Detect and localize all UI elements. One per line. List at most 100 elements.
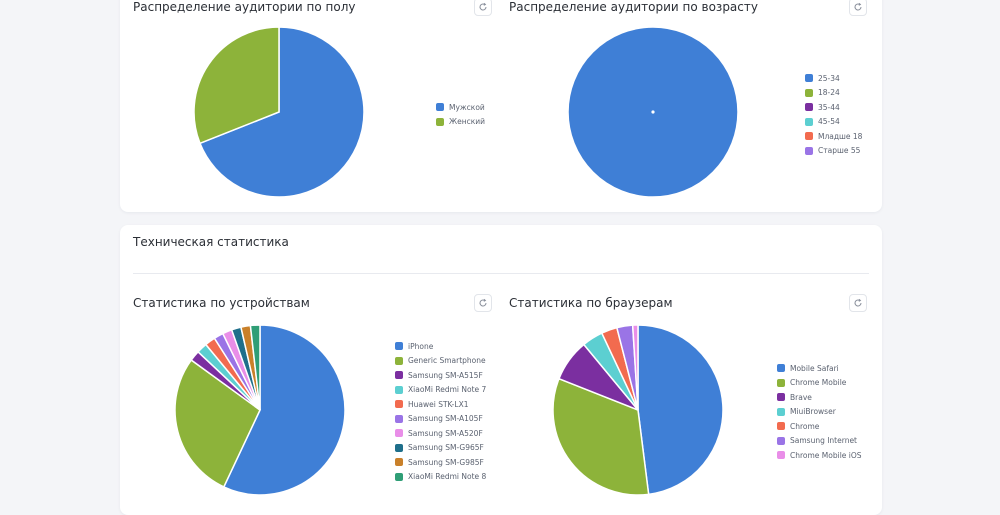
devices-legend-item[interactable]: XiaoMi Redmi Note 7	[395, 383, 486, 398]
legend-swatch	[805, 103, 813, 112]
age-refresh-button[interactable]	[849, 0, 867, 16]
legend-swatch	[777, 407, 785, 416]
legend-swatch	[436, 117, 444, 126]
devices-legend-item[interactable]: iPhone	[395, 339, 486, 354]
legend-swatch	[805, 74, 813, 83]
age-chart-title: Распределение аудитории по возрасту	[509, 0, 758, 14]
legend-swatch	[395, 356, 403, 365]
devices-chart-title: Статистика по устройствам	[133, 296, 310, 310]
browsers-legend-item[interactable]: Chrome Mobile	[777, 376, 862, 391]
devices-legend-item[interactable]: Generic Smartphone	[395, 354, 486, 369]
age-legend-item[interactable]: 45-54	[805, 115, 862, 130]
devices-legend-item[interactable]: Samsung SM-A105F	[395, 412, 486, 427]
age-legend-item[interactable]: Младше 18	[805, 129, 862, 144]
legend-label: MiuiBrowser	[790, 407, 836, 417]
gender-slice-женский[interactable]	[193, 26, 280, 145]
devices-slice-iphone[interactable]	[222, 324, 346, 496]
legend-label: Samsung SM-G985F	[408, 457, 484, 467]
browsers-legend-item[interactable]: Samsung Internet	[777, 434, 862, 449]
devices-legend-item[interactable]: Huawei STK-LX1	[395, 397, 486, 412]
devices-slice-xiaomi-redmi-note-8[interactable]	[249, 324, 261, 411]
browsers-legend-item[interactable]: Chrome	[777, 419, 862, 434]
legend-label: Brave	[790, 392, 812, 402]
gender-legend-item[interactable]: Женский	[436, 115, 485, 130]
gender-refresh-button[interactable]	[474, 0, 492, 16]
section-title: Техническая статистика	[133, 235, 289, 249]
legend-swatch	[805, 132, 813, 141]
devices-slice-generic-smartphone[interactable]	[174, 358, 261, 488]
refresh-icon	[854, 2, 862, 11]
legend-swatch	[777, 364, 785, 373]
browsers-slice-chrome-mobile-ios[interactable]	[631, 324, 639, 411]
legend-swatch	[395, 400, 403, 409]
age-legend-item[interactable]: 35-44	[805, 100, 862, 115]
legend-swatch	[777, 378, 785, 387]
browsers-chart-title: Статистика по браузерам	[509, 296, 673, 310]
legend-swatch	[395, 414, 403, 423]
legend-label: XiaoMi Redmi Note 8	[408, 472, 487, 482]
legend-label: 18-24	[818, 88, 840, 98]
browsers-legend-item[interactable]: Brave	[777, 390, 862, 405]
refresh-icon	[479, 298, 487, 307]
legend-label: Samsung SM-A105F	[408, 414, 483, 424]
age-pie-chart	[567, 26, 739, 198]
legend-swatch	[395, 458, 403, 467]
age-legend: 25-34 18-24 35-44 45-54 Младше 18 Старше 55	[805, 71, 862, 158]
devices-legend-item[interactable]: Samsung SM-G965F	[395, 441, 486, 456]
legend-label: 45-54	[818, 117, 840, 127]
refresh-icon	[479, 2, 487, 11]
devices-legend-item[interactable]: Samsung SM-A520F	[395, 426, 486, 441]
legend-label: Chrome	[790, 421, 820, 431]
legend-label: Chrome Mobile iOS	[790, 450, 862, 460]
legend-label: Samsung SM-A520F	[408, 428, 483, 438]
legend-label: 25-34	[818, 73, 840, 83]
legend-label: Mobile Safari	[790, 363, 839, 373]
legend-swatch	[395, 472, 403, 481]
devices-legend-item[interactable]: Samsung SM-G985F	[395, 455, 486, 470]
legend-label: Старше 55	[818, 146, 861, 156]
age-legend-item[interactable]: 25-34	[805, 71, 862, 86]
legend-swatch	[777, 451, 785, 460]
browsers-refresh-button[interactable]	[849, 294, 867, 312]
legend-label: Samsung SM-G965F	[408, 443, 484, 453]
browsers-legend: Mobile Safari Chrome Mobile Brave MiuiBrows…	[777, 361, 862, 463]
legend-label: Samsung Internet	[790, 436, 858, 446]
legend-label: Samsung SM-A515F	[408, 370, 483, 380]
gender-chart-title: Распределение аудитории по полу	[133, 0, 356, 14]
gender-pie-chart	[193, 26, 365, 198]
browsers-pie-chart	[552, 324, 724, 496]
devices-refresh-button[interactable]	[474, 294, 492, 312]
refresh-icon	[854, 298, 862, 307]
legend-swatch	[395, 443, 403, 452]
legend-swatch	[805, 117, 813, 126]
legend-label: XiaoMi Redmi Note 7	[408, 385, 487, 395]
age-legend-item[interactable]: 18-24	[805, 86, 862, 101]
legend-label: Chrome Mobile	[790, 378, 847, 388]
browsers-legend-item[interactable]: Chrome Mobile iOS	[777, 448, 862, 463]
devices-pie-chart	[174, 324, 346, 496]
legend-swatch	[436, 103, 444, 112]
devices-legend-item[interactable]: XiaoMi Redmi Note 8	[395, 470, 486, 485]
legend-swatch	[395, 371, 403, 380]
legend-label: Мужской	[449, 102, 485, 112]
section-divider	[133, 273, 869, 274]
browsers-slice-chrome-mobile[interactable]	[552, 377, 650, 496]
browsers-legend-item[interactable]: Mobile Safari	[777, 361, 862, 376]
legend-label: Младше 18	[818, 131, 863, 141]
legend-label: 35-44	[818, 102, 840, 112]
legend-label: Женский	[449, 117, 485, 127]
legend-swatch	[395, 429, 403, 438]
gender-legend-item[interactable]: Мужской	[436, 100, 485, 115]
gender-legend: Мужской Женский	[436, 100, 485, 129]
gender-slice-мужской[interactable]	[198, 26, 365, 198]
devices-legend: iPhone Generic Smartphone Samsung SM-A515F…	[395, 339, 486, 484]
devices-legend-item[interactable]: Samsung SM-A515F	[395, 368, 486, 383]
browsers-slice-mobile-safari[interactable]	[637, 324, 724, 496]
legend-swatch	[395, 342, 403, 351]
technical-stats-card: Техническая статистика Статистика по уст…	[120, 225, 882, 515]
legend-swatch	[777, 436, 785, 445]
legend-swatch	[777, 393, 785, 402]
browsers-legend-item[interactable]: MiuiBrowser	[777, 405, 862, 420]
age-legend-item[interactable]: Старше 55	[805, 144, 862, 159]
age-center-dot	[651, 110, 655, 114]
